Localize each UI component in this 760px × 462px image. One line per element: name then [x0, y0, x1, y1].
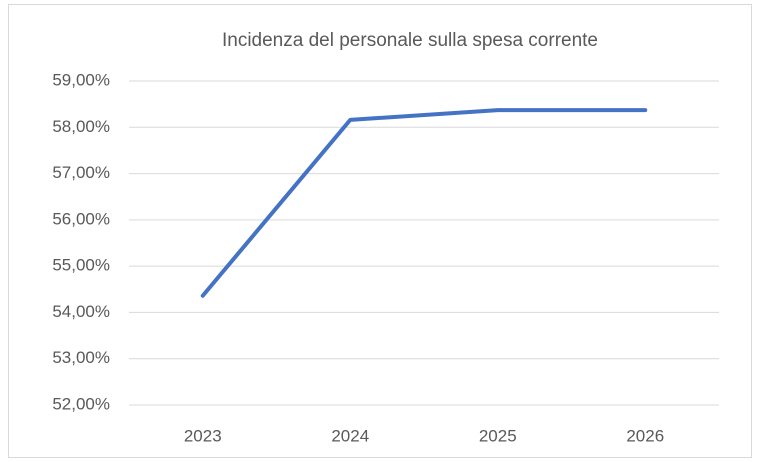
y-tick-label: 59,00% — [52, 70, 110, 89]
y-tick-label: 56,00% — [52, 209, 110, 228]
y-tick-label: 58,00% — [52, 117, 110, 136]
y-tick-label: 52,00% — [52, 394, 110, 413]
chart-title: Incidenza del personale sulla spesa corr… — [222, 30, 598, 51]
chart-border — [8, 4, 752, 458]
x-tick-label: 2026 — [626, 426, 664, 445]
x-tick-label: 2025 — [479, 426, 517, 445]
y-tick-label: 53,00% — [52, 348, 110, 367]
y-tick-label: 55,00% — [52, 256, 110, 275]
x-tick-label: 2024 — [331, 426, 369, 445]
y-tick-label: 54,00% — [52, 302, 110, 321]
x-tick-label: 2023 — [184, 426, 222, 445]
y-tick-label: 57,00% — [52, 163, 110, 182]
line-series — [200, 108, 648, 298]
